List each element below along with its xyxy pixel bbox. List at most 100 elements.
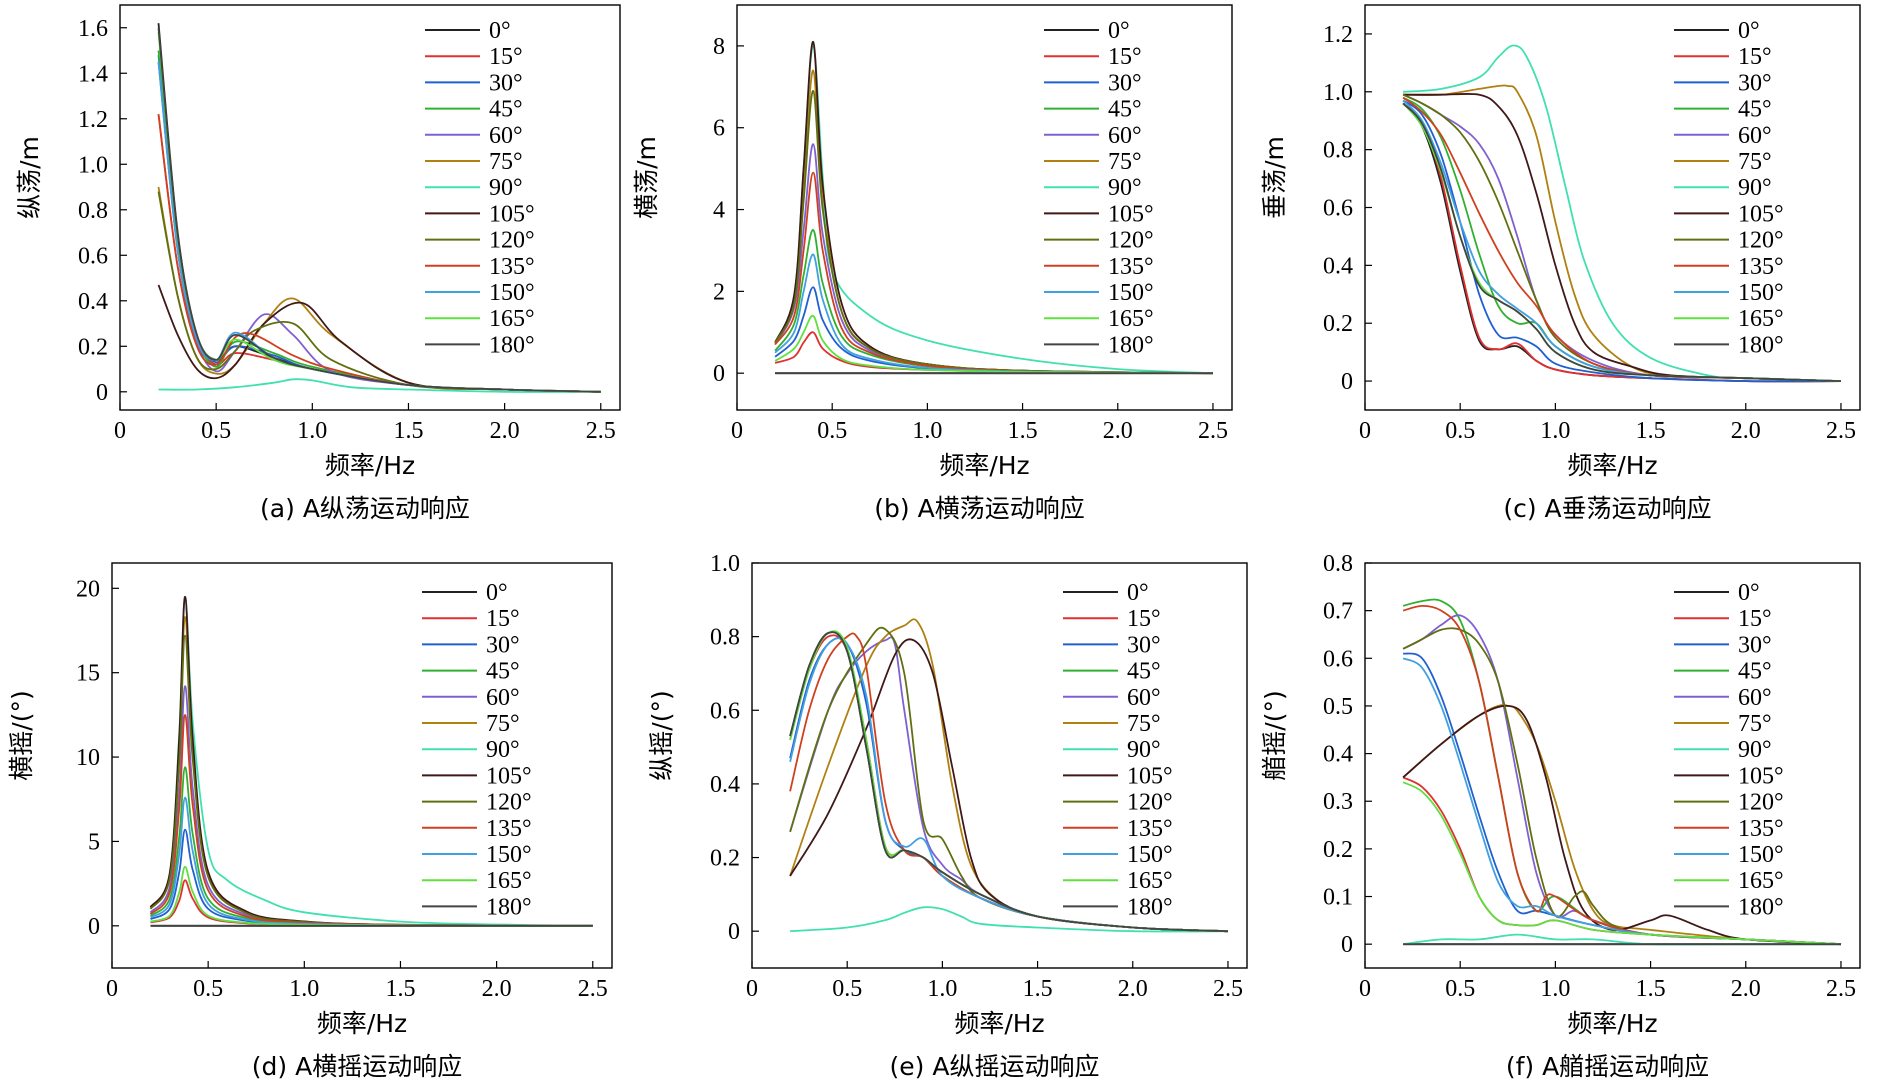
- y-tick-label: 10: [76, 745, 100, 771]
- legend-label: 0°: [1738, 580, 1760, 606]
- series-line-180deg: [1402, 102, 1842, 382]
- y-tick-label: 0: [713, 361, 725, 387]
- legend: 0°15°30°45°60°75°90°105°120°135°150°165°…: [1674, 580, 1784, 920]
- legend-label: 105°: [1127, 763, 1173, 789]
- panel-a-surge: 0 0.5 1.0 1.5 2.0 2.5 0 0.2 0.4 0.6 0.8 1.0 1.2 1.4 1.…: [15, 4, 621, 523]
- legend-label: 15°: [1738, 44, 1772, 70]
- series-line-30deg: [1402, 99, 1842, 383]
- x-tick-label: 0: [114, 418, 126, 444]
- panel-caption: (f) A艏摇运动响应: [1506, 1052, 1709, 1081]
- y-axis-label: 横摇/(°): [7, 690, 36, 780]
- x-axis-label: 频率/Hz: [954, 1009, 1044, 1038]
- legend-label: 180°: [489, 332, 535, 358]
- legend-label: 120°: [486, 790, 532, 816]
- legend-label: 30°: [486, 632, 520, 658]
- legend: 0°15°30°45°60°75°90°105°120°135°150°165°…: [422, 580, 532, 920]
- y-tick-label: 0.8: [1323, 551, 1353, 577]
- series-line-105deg: [1402, 704, 1842, 946]
- legend-label: 45°: [1738, 659, 1772, 685]
- legend-label: 135°: [1738, 816, 1784, 842]
- y-tick-label: 15: [76, 661, 100, 687]
- legend-label: 120°: [1108, 228, 1154, 254]
- legend-label: 180°: [486, 894, 532, 920]
- y-tick-label: 0: [1341, 932, 1353, 958]
- legend-label: 150°: [1127, 842, 1173, 868]
- y-tick-label: 4: [713, 198, 725, 224]
- legend-label: 150°: [489, 280, 535, 306]
- y-axis-label: 纵荡/m: [15, 136, 44, 219]
- legend-label: 75°: [489, 149, 523, 175]
- y-tick-label: 1.0: [710, 551, 740, 577]
- x-tick-label: 2.5: [1198, 418, 1228, 444]
- legend-label: 150°: [486, 842, 532, 868]
- series-line-90deg: [790, 906, 1229, 933]
- panel-caption: (a) A纵荡运动响应: [260, 494, 470, 523]
- y-tick-label: 2: [713, 279, 725, 305]
- x-tick-label: 2.5: [1826, 976, 1856, 1002]
- y-tick-label: 0.4: [1323, 742, 1353, 768]
- legend-label: 150°: [1738, 842, 1784, 868]
- series-line-180deg: [157, 27, 601, 393]
- legend-label: 30°: [489, 70, 523, 96]
- x-tick-label: 2.5: [1213, 976, 1243, 1002]
- x-tick-label: 2.5: [578, 976, 608, 1002]
- legend: 0°15°30°45°60°75°90°105°120°135°150°165°…: [1674, 18, 1784, 358]
- y-tick-label: 20: [76, 576, 100, 602]
- panel-f-yaw: 0 0.5 1.0 1.5 2.0 2.5 0 0.1 0.2 0.3 0.4 0.5 0.6 0.7 0.…: [1260, 551, 1861, 1081]
- y-tick-label: 0.2: [1323, 837, 1353, 863]
- x-tick-label: 0: [106, 976, 118, 1002]
- legend-label: 165°: [1738, 868, 1784, 894]
- x-axis-label: 频率/Hz: [1567, 1009, 1657, 1038]
- x-tick-label: 2.0: [1731, 418, 1761, 444]
- legend-label: 15°: [486, 606, 520, 632]
- series-line-90deg: [158, 378, 601, 393]
- x-tick-label: 0: [731, 418, 743, 444]
- legend-label: 15°: [489, 44, 523, 70]
- y-tick-label: 0: [1341, 369, 1353, 395]
- legend-label: 30°: [1738, 70, 1772, 96]
- legend-label: 0°: [1127, 580, 1149, 606]
- y-tick-label: 0.1: [1323, 885, 1353, 911]
- y-tick-label: 8: [713, 34, 725, 60]
- x-tick-label: 2.0: [1103, 418, 1133, 444]
- plot-frame: [736, 4, 1233, 411]
- x-tick-label: 1.0: [1540, 976, 1570, 1002]
- legend-label: 90°: [486, 737, 520, 763]
- x-tick-label: 1.5: [1636, 976, 1666, 1002]
- series-line-165deg: [1402, 781, 1842, 946]
- legend-label: 120°: [489, 228, 535, 254]
- y-tick-label: 0.4: [78, 289, 108, 315]
- y-tick-label: 6: [713, 116, 725, 142]
- y-tick-label: 0.6: [710, 698, 740, 724]
- legend-label: 0°: [1108, 18, 1130, 44]
- x-tick-label: 2.5: [586, 418, 616, 444]
- panel-caption: (c) A垂荡运动响应: [1503, 494, 1711, 523]
- y-axis-label: 垂荡/m: [1260, 136, 1289, 219]
- x-tick-label: 0: [1359, 976, 1371, 1002]
- legend-label: 0°: [486, 580, 508, 606]
- legend-label: 60°: [489, 123, 523, 149]
- legend: 0°15°30°45°60°75°90°105°120°135°150°165°…: [425, 18, 535, 358]
- legend-label: 165°: [1738, 306, 1784, 332]
- panel-caption: (b) A横荡运动响应: [874, 494, 1084, 523]
- panel-caption: (d) A横摇运动响应: [252, 1052, 462, 1081]
- series-line-90deg: [1403, 44, 1842, 382]
- legend-label: 105°: [1738, 763, 1784, 789]
- legend-label: 90°: [1108, 175, 1142, 201]
- legend-label: 180°: [1738, 332, 1784, 358]
- legend-label: 105°: [1738, 201, 1784, 227]
- y-tick-label: 0: [728, 919, 740, 945]
- x-tick-label: 0: [1359, 418, 1371, 444]
- legend-label: 165°: [1108, 306, 1154, 332]
- plot-frame: [1364, 562, 1861, 969]
- legend-label: 75°: [1127, 711, 1161, 737]
- y-tick-label: 0.2: [710, 846, 740, 872]
- legend-label: 30°: [1127, 632, 1161, 658]
- series-line-180deg: [789, 631, 1229, 933]
- y-tick-label: 1.2: [78, 107, 108, 133]
- y-tick-label: 0.8: [1323, 138, 1353, 164]
- legend-label: 60°: [486, 685, 520, 711]
- y-tick-label: 0.6: [1323, 196, 1353, 222]
- x-tick-label: 1.5: [393, 418, 423, 444]
